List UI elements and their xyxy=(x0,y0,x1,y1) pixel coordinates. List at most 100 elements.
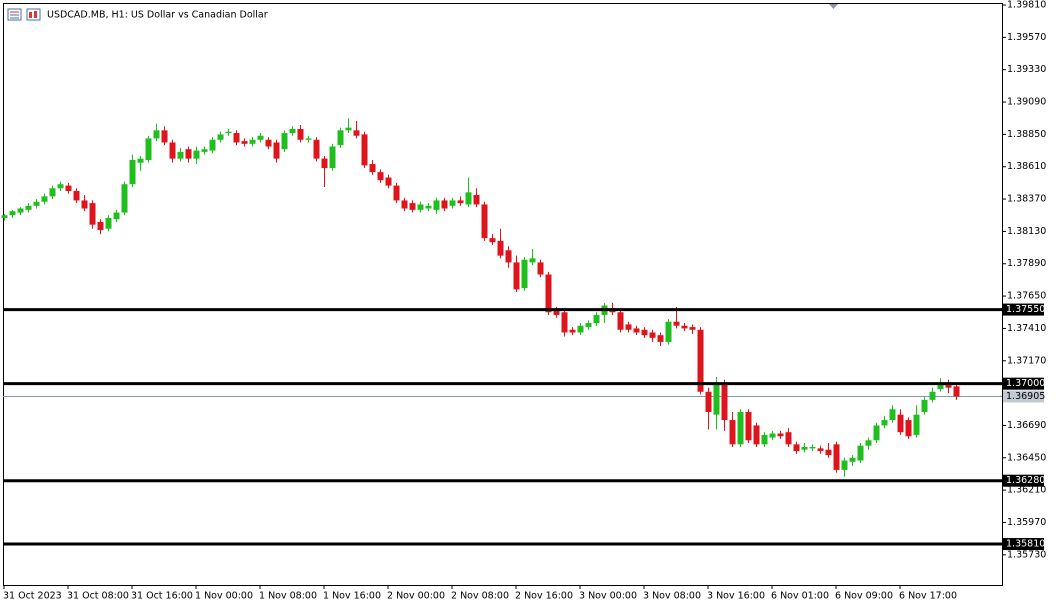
candle-body xyxy=(753,425,760,445)
candle-body xyxy=(529,258,536,263)
candle-body xyxy=(33,201,40,206)
candle-body xyxy=(9,211,16,216)
candle-body xyxy=(785,432,792,445)
x-tick-label: 2 Nov 00:00 xyxy=(387,591,445,602)
candle-body xyxy=(817,448,824,452)
candle-body xyxy=(17,208,24,213)
bid-label: 1.36905 xyxy=(1006,391,1045,402)
candle-body xyxy=(361,134,368,166)
candle-body xyxy=(313,139,320,159)
candle-body xyxy=(617,312,624,330)
y-tick-label: 1.38130 xyxy=(1007,226,1046,237)
candle-body xyxy=(145,138,152,160)
candle-body xyxy=(553,309,560,315)
candle-body xyxy=(57,184,64,189)
candle-body xyxy=(649,332,656,338)
plot-frame xyxy=(3,3,1003,586)
candle-body xyxy=(121,184,128,213)
candle-body xyxy=(161,130,168,143)
candle-body xyxy=(625,324,632,330)
candle-body xyxy=(521,259,528,289)
x-tick-label: 31 Oct 08:00 xyxy=(67,591,129,602)
candle-body xyxy=(433,200,440,210)
candle-body xyxy=(841,460,848,470)
candle-body xyxy=(273,142,280,159)
candle-body xyxy=(353,130,360,136)
candle-body xyxy=(65,185,72,191)
y-tick-label: 1.35730 xyxy=(1007,549,1046,560)
y-tick-label: 1.37650 xyxy=(1007,291,1046,302)
candle-body xyxy=(321,158,328,169)
candle-body xyxy=(329,146,336,169)
toolbar-icons xyxy=(7,8,41,21)
candle-body xyxy=(585,323,592,328)
candle-body xyxy=(793,444,800,452)
candle-body xyxy=(201,149,208,152)
x-tick-label: 6 Nov 09:00 xyxy=(835,591,893,602)
candle-body xyxy=(129,159,136,185)
candle-body xyxy=(673,321,680,326)
candle-body xyxy=(697,329,704,392)
candle-body xyxy=(921,399,928,412)
candle-body xyxy=(289,128,296,134)
level-label: 1.36280 xyxy=(1006,475,1045,486)
candle-body xyxy=(929,391,936,400)
y-tick-label: 1.36210 xyxy=(1007,485,1046,496)
candle-body xyxy=(465,192,472,205)
y-tick-label: 1.38610 xyxy=(1007,161,1046,172)
candle-body xyxy=(113,212,120,220)
candle-body xyxy=(385,177,392,186)
candle-body xyxy=(337,130,344,146)
candle-body xyxy=(177,151,184,159)
candle-body xyxy=(457,200,464,204)
candle-body xyxy=(849,457,856,462)
y-tick-label: 1.37170 xyxy=(1007,355,1046,366)
candle-body xyxy=(537,262,544,275)
y-tick-label: 1.38850 xyxy=(1007,129,1046,140)
candle-body xyxy=(729,420,736,445)
candle-body xyxy=(49,188,56,197)
candle-body xyxy=(577,325,584,333)
candle-body xyxy=(393,185,400,201)
y-tick-label: 1.37890 xyxy=(1007,258,1046,269)
x-tick-label: 3 Nov 16:00 xyxy=(707,591,765,602)
candle-body xyxy=(441,200,448,209)
shift-marker xyxy=(829,4,838,9)
x-tick-label: 31 Oct 16:00 xyxy=(131,591,193,602)
candle-body xyxy=(217,134,224,140)
candle-body xyxy=(561,312,568,333)
candle-body xyxy=(569,329,576,333)
candle-body xyxy=(705,391,712,412)
x-tick-label: 31 Oct 2023 xyxy=(3,591,62,602)
candle-body xyxy=(377,172,384,181)
level-label-box xyxy=(1003,303,1044,316)
x-tick-label: 3 Nov 00:00 xyxy=(579,591,637,602)
candle-body xyxy=(953,386,960,397)
candle-body xyxy=(225,131,232,134)
candle-body xyxy=(1,215,8,218)
y-tick-label: 1.39810 xyxy=(1007,0,1046,11)
candle-body xyxy=(209,139,216,151)
x-tick-label: 1 Nov 08:00 xyxy=(259,591,317,602)
x-tick-label: 1 Nov 16:00 xyxy=(323,591,381,602)
level-label: 1.35810 xyxy=(1006,539,1045,550)
candle-body xyxy=(593,314,600,324)
candle-body xyxy=(721,385,728,421)
candle-body xyxy=(665,321,672,342)
candle-body xyxy=(513,262,520,290)
candle-body xyxy=(105,217,112,229)
candle-body xyxy=(745,411,752,441)
y-tick-label: 1.36690 xyxy=(1007,420,1046,431)
candle-body xyxy=(489,238,496,243)
candle-body xyxy=(481,204,488,239)
candle-body xyxy=(801,447,808,450)
y-tick-label: 1.37410 xyxy=(1007,323,1046,334)
candle-body xyxy=(713,385,720,415)
candle-body xyxy=(153,130,160,139)
chart-title: USDCAD.MB, H1: US Dollar vs Canadian Dol… xyxy=(47,10,268,21)
candle-body xyxy=(873,425,880,441)
level-label: 1.37000 xyxy=(1006,378,1045,389)
candle-body xyxy=(473,195,480,205)
candle-body xyxy=(633,328,640,333)
candle-body xyxy=(505,250,512,263)
